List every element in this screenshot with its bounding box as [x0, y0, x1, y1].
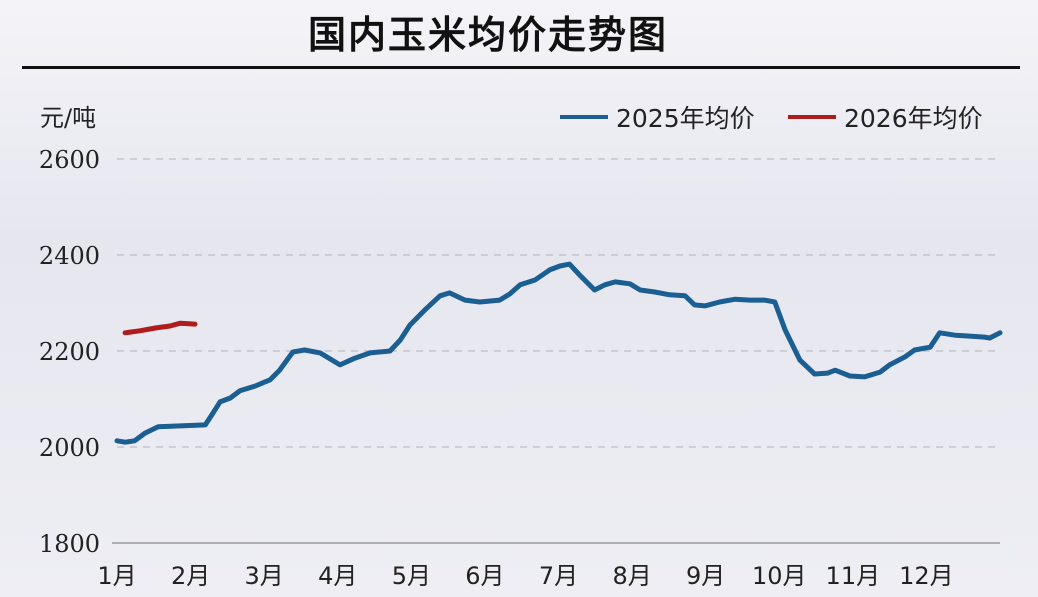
x-tick-label: 1月 — [97, 562, 136, 590]
x-tick-label: 10月 — [752, 562, 807, 590]
legend-label: 2026年均价 — [844, 104, 983, 133]
chart-title: 国内玉米均价走势图 — [307, 13, 668, 57]
x-tick-label: 12月 — [899, 562, 954, 590]
y-tick-label: 2400 — [39, 242, 100, 270]
series-line-2026年均价 — [122, 320, 198, 336]
x-tick-label: 2月 — [171, 562, 210, 590]
title-underline — [22, 66, 1020, 69]
series-line-2025年均价 — [114, 261, 1003, 445]
x-tick-label: 6月 — [465, 562, 504, 590]
x-tick-label: 5月 — [392, 562, 431, 590]
x-tick-label: 3月 — [245, 562, 284, 590]
x-tick-label: 11月 — [826, 562, 881, 590]
x-tick-label: 9月 — [686, 562, 725, 590]
y-axis-label: 元/吨 — [40, 104, 96, 132]
x-tick-label: 4月 — [318, 562, 357, 590]
y-tick-label: 2000 — [39, 434, 100, 462]
legend-label: 2025年均价 — [616, 104, 755, 133]
x-tick-label: 8月 — [612, 562, 651, 590]
y-tick-label: 2600 — [39, 146, 100, 174]
x-tick-label: 7月 — [539, 562, 578, 590]
y-tick-label: 2200 — [39, 338, 100, 366]
y-tick-label: 1800 — [39, 530, 100, 558]
